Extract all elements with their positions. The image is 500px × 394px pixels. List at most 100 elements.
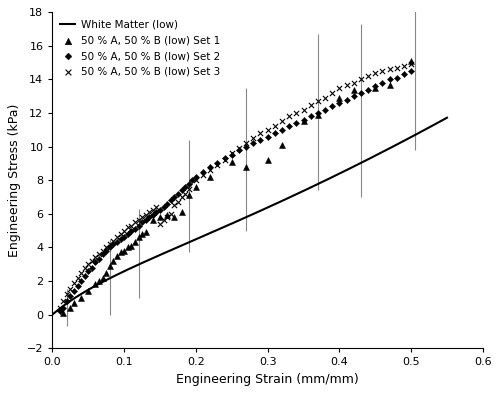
50 % A, 50 % B (low) Set 1	[59, 310, 67, 316]
50 % A, 50 % B (low) Set 2	[256, 137, 264, 143]
White Matter (low)	[240, 216, 246, 221]
50 % A, 50 % B (low) Set 3	[128, 222, 136, 229]
50 % A, 50 % B (low) Set 3	[142, 212, 150, 219]
50 % A, 50 % B (low) Set 2	[102, 247, 110, 254]
50 % A, 50 % B (low) Set 3	[328, 90, 336, 96]
50 % A, 50 % B (low) Set 2	[98, 251, 106, 257]
50 % A, 50 % B (low) Set 3	[336, 85, 344, 91]
White Matter (low)	[434, 121, 440, 125]
50 % A, 50 % B (low) Set 3	[242, 140, 250, 147]
50 % A, 50 % B (low) Set 3	[163, 214, 171, 220]
50 % A, 50 % B (low) Set 1	[106, 263, 114, 269]
50 % A, 50 % B (low) Set 1	[95, 278, 103, 284]
50 % A, 50 % B (low) Set 3	[386, 66, 394, 72]
50 % A, 50 % B (low) Set 2	[77, 278, 85, 284]
50 % A, 50 % B (low) Set 3	[167, 211, 175, 217]
50 % A, 50 % B (low) Set 3	[264, 127, 272, 133]
50 % A, 50 % B (low) Set 3	[206, 167, 214, 173]
50 % A, 50 % B (low) Set 3	[120, 227, 128, 234]
50 % A, 50 % B (low) Set 3	[56, 305, 64, 311]
50 % A, 50 % B (low) Set 1	[184, 192, 192, 199]
50 % A, 50 % B (low) Set 1	[386, 82, 394, 88]
50 % A, 50 % B (low) Set 1	[206, 174, 214, 180]
50 % A, 50 % B (low) Set 3	[98, 247, 106, 254]
50 % A, 50 % B (low) Set 1	[98, 275, 106, 281]
50 % A, 50 % B (low) Set 2	[342, 97, 350, 103]
50 % A, 50 % B (low) Set 1	[116, 249, 124, 256]
50 % A, 50 % B (low) Set 1	[149, 217, 157, 224]
50 % A, 50 % B (low) Set 3	[116, 231, 124, 237]
50 % A, 50 % B (low) Set 2	[149, 212, 157, 219]
50 % A, 50 % B (low) Set 2	[124, 231, 132, 237]
50 % A, 50 % B (low) Set 2	[220, 155, 228, 162]
Y-axis label: Engineering Stress (kPa): Engineering Stress (kPa)	[8, 104, 22, 257]
50 % A, 50 % B (low) Set 2	[206, 164, 214, 170]
50 % A, 50 % B (low) Set 2	[300, 117, 308, 123]
50 % A, 50 % B (low) Set 3	[178, 194, 186, 200]
50 % A, 50 % B (low) Set 3	[300, 106, 308, 113]
50 % A, 50 % B (low) Set 3	[95, 251, 103, 257]
50 % A, 50 % B (low) Set 3	[199, 172, 207, 178]
White Matter (low)	[444, 115, 450, 120]
50 % A, 50 % B (low) Set 2	[120, 234, 128, 240]
50 % A, 50 % B (low) Set 3	[278, 118, 286, 125]
50 % A, 50 % B (low) Set 2	[113, 239, 121, 245]
50 % A, 50 % B (low) Set 3	[92, 254, 100, 260]
50 % A, 50 % B (low) Set 1	[142, 229, 150, 235]
50 % A, 50 % B (low) Set 3	[214, 162, 222, 168]
50 % A, 50 % B (low) Set 1	[120, 247, 128, 254]
50 % A, 50 % B (low) Set 3	[256, 130, 264, 136]
50 % A, 50 % B (low) Set 2	[128, 227, 136, 234]
White Matter (low)	[373, 153, 379, 158]
50 % A, 50 % B (low) Set 3	[321, 95, 329, 101]
50 % A, 50 % B (low) Set 3	[131, 219, 139, 225]
50 % A, 50 % B (low) Set 1	[314, 112, 322, 118]
50 % A, 50 % B (low) Set 2	[264, 134, 272, 140]
50 % A, 50 % B (low) Set 1	[84, 288, 92, 294]
50 % A, 50 % B (low) Set 2	[170, 194, 178, 200]
50 % A, 50 % B (low) Set 2	[184, 180, 192, 187]
50 % A, 50 % B (low) Set 2	[271, 130, 279, 136]
50 % A, 50 % B (low) Set 1	[131, 239, 139, 245]
50 % A, 50 % B (low) Set 3	[102, 244, 110, 251]
50 % A, 50 % B (low) Set 1	[77, 295, 85, 301]
50 % A, 50 % B (low) Set 1	[242, 164, 250, 170]
50 % A, 50 % B (low) Set 3	[407, 61, 415, 67]
50 % A, 50 % B (low) Set 2	[250, 140, 258, 147]
50 % A, 50 % B (low) Set 1	[371, 85, 379, 91]
White Matter (low)	[263, 206, 269, 210]
50 % A, 50 % B (low) Set 2	[371, 83, 379, 89]
50 % A, 50 % B (low) Set 1	[92, 281, 100, 288]
50 % A, 50 % B (low) Set 2	[364, 86, 372, 93]
50 % A, 50 % B (low) Set 2	[235, 147, 243, 153]
50 % A, 50 % B (low) Set 3	[134, 217, 142, 224]
50 % A, 50 % B (low) Set 1	[336, 95, 344, 101]
50 % A, 50 % B (low) Set 3	[160, 217, 168, 224]
50 % A, 50 % B (low) Set 3	[350, 80, 358, 86]
50 % A, 50 % B (low) Set 2	[163, 201, 171, 207]
50 % A, 50 % B (low) Set 2	[146, 214, 154, 220]
50 % A, 50 % B (low) Set 3	[63, 291, 71, 297]
50 % A, 50 % B (low) Set 3	[110, 238, 118, 244]
50 % A, 50 % B (low) Set 3	[285, 113, 293, 119]
50 % A, 50 % B (low) Set 3	[228, 150, 236, 156]
50 % A, 50 % B (low) Set 3	[184, 186, 192, 192]
50 % A, 50 % B (low) Set 1	[170, 214, 178, 220]
50 % A, 50 % B (low) Set 2	[138, 219, 146, 225]
50 % A, 50 % B (low) Set 2	[56, 308, 64, 314]
50 % A, 50 % B (low) Set 3	[124, 224, 132, 230]
50 % A, 50 % B (low) Set 2	[407, 68, 415, 74]
50 % A, 50 % B (low) Set 3	[306, 102, 314, 108]
50 % A, 50 % B (low) Set 2	[131, 226, 139, 232]
50 % A, 50 % B (low) Set 1	[228, 159, 236, 165]
50 % A, 50 % B (low) Set 3	[156, 221, 164, 227]
50 % A, 50 % B (low) Set 2	[160, 204, 168, 210]
50 % A, 50 % B (low) Set 2	[306, 113, 314, 119]
50 % A, 50 % B (low) Set 2	[74, 283, 82, 289]
White Matter (low)	[284, 196, 290, 201]
50 % A, 50 % B (low) Set 1	[350, 86, 358, 93]
50 % A, 50 % B (low) Set 1	[70, 299, 78, 306]
50 % A, 50 % B (low) Set 3	[220, 157, 228, 163]
50 % A, 50 % B (low) Set 2	[142, 217, 150, 224]
50 % A, 50 % B (low) Set 3	[181, 190, 189, 197]
